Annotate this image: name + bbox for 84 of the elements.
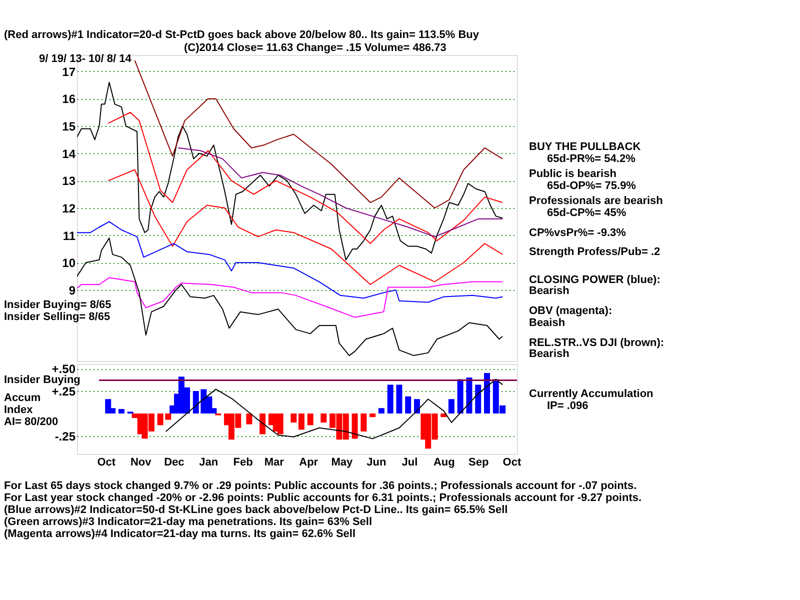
text: Professionals are bearish bbox=[529, 195, 664, 207]
text: Bearish bbox=[529, 348, 570, 360]
annotation: 9/ 19/ 13- 10/ 8/ 14 bbox=[39, 53, 132, 65]
line-series bbox=[108, 169, 504, 285]
y-tick-label: 17 bbox=[62, 64, 76, 79]
bar bbox=[260, 414, 266, 434]
bar bbox=[475, 384, 482, 414]
x-tick-label: Jan bbox=[199, 456, 218, 468]
x-tick-label: Nov bbox=[130, 456, 152, 468]
y-tick-label: 11 bbox=[62, 228, 76, 243]
y-tick-label: +.25 bbox=[52, 384, 76, 398]
bar bbox=[457, 379, 464, 414]
y-tick-label: 12 bbox=[62, 202, 76, 216]
bar bbox=[448, 399, 454, 414]
line-series bbox=[165, 378, 504, 440]
text: AI= 80/200 bbox=[4, 416, 58, 428]
y-tick-label: 9 bbox=[68, 283, 76, 298]
y-tick-label: 13 bbox=[62, 174, 76, 188]
bar bbox=[484, 373, 490, 414]
x-tick-label: Mar bbox=[264, 456, 285, 468]
x-tick-label: Jul bbox=[402, 456, 418, 468]
text: CLOSING POWER (blue): bbox=[529, 274, 660, 286]
bar bbox=[466, 378, 472, 414]
chart-title: (Red arrows)#1 Indicator=20-d St-PctD goes back above 20/below 80.. Its gain= 113.5% Buy bbox=[4, 29, 480, 41]
text: For Last 65 days stock changed 9.7% or .29 points: Public accounts for .36 points.; Professionals account for -.07 points. bbox=[4, 480, 637, 492]
x-tick-label: Jun bbox=[366, 456, 386, 468]
y-tick-label: -.25 bbox=[54, 430, 76, 444]
text: 65d-CP%= 45% bbox=[547, 207, 626, 219]
x-tick-label: Oct bbox=[502, 456, 522, 468]
x-tick-label: Dec bbox=[164, 456, 184, 468]
text: For Last year stock changed -20% or -2.96 points: Public accounts for 6.31 points.; Professionals account for -9.27 points. bbox=[4, 492, 642, 504]
text: 65d-OP%= 75.9% bbox=[547, 180, 636, 192]
text: (Green arrows)#3 Indicator=21-day ma penetrations. Its gain= 63% Sell bbox=[4, 516, 372, 528]
x-tick-label: Apr bbox=[299, 456, 319, 468]
text: Beaish bbox=[529, 317, 566, 329]
text: Accum bbox=[4, 392, 41, 404]
bar bbox=[378, 408, 384, 414]
y-tick-label: 10 bbox=[62, 256, 76, 270]
ref-line-label: Insider Buying bbox=[4, 374, 80, 386]
bar bbox=[387, 384, 394, 414]
text: Public is bearish bbox=[529, 168, 617, 180]
x-tick-label: Feb bbox=[233, 456, 254, 468]
line-series bbox=[108, 112, 504, 244]
y-tick-label: 14 bbox=[62, 146, 76, 161]
annotation: Insider Buying= 8/65 bbox=[4, 299, 112, 311]
text: (Blue arrows)#2 Indicator=50-d St-KLine goes back above/below Pct-D Line.. Its gain= 65.5% Sell bbox=[4, 504, 508, 516]
text: BUY THE PULLBACK bbox=[529, 141, 641, 153]
annotation: Insider Selling= 8/65 bbox=[4, 311, 110, 323]
x-tick-label: May bbox=[331, 456, 354, 468]
line-series bbox=[134, 60, 504, 208]
bar bbox=[277, 414, 284, 434]
text: 65d-PR%= 54.2% bbox=[547, 153, 636, 165]
bar bbox=[414, 399, 420, 414]
bar bbox=[352, 414, 358, 439]
y-tick-label: 16 bbox=[62, 92, 76, 106]
text: OBV (magenta): bbox=[529, 305, 612, 317]
line-series bbox=[178, 147, 504, 238]
bar bbox=[298, 414, 304, 430]
x-tick-label: Aug bbox=[433, 456, 455, 468]
text: Currently Accumulation bbox=[529, 388, 654, 400]
bar bbox=[370, 414, 376, 418]
bar bbox=[118, 409, 124, 414]
bar bbox=[360, 414, 367, 432]
bar bbox=[290, 414, 297, 422]
bar bbox=[405, 396, 412, 414]
bar bbox=[105, 399, 112, 414]
x-tick-label: Sep bbox=[468, 456, 489, 468]
text: IP= .096 bbox=[547, 400, 588, 412]
bar bbox=[320, 414, 327, 422]
text: Strength Profess/Pub= .2 bbox=[529, 246, 660, 258]
x-tick-label: Oct bbox=[97, 456, 116, 468]
line-series bbox=[77, 82, 504, 260]
bar bbox=[246, 414, 252, 424]
y-tick-label: +.50 bbox=[52, 362, 76, 376]
text: Index bbox=[4, 404, 34, 416]
bar bbox=[440, 414, 447, 418]
y-tick-label: 15 bbox=[62, 120, 76, 134]
bar bbox=[307, 414, 314, 426]
text: Bearish bbox=[529, 285, 570, 297]
text: CP%vsPr%= -9.3% bbox=[529, 227, 626, 239]
bar bbox=[396, 384, 402, 414]
text: (Magenta arrows)#4 Indicator=21-day ma turns. Its gain= 62.6% Sell bbox=[4, 528, 356, 540]
chart-subtitle: (C)2014 Close= 11.63 Change= .15 Volume= 486.73 bbox=[184, 42, 446, 54]
text: REL.STR..VS DJI (brown): bbox=[529, 337, 664, 349]
